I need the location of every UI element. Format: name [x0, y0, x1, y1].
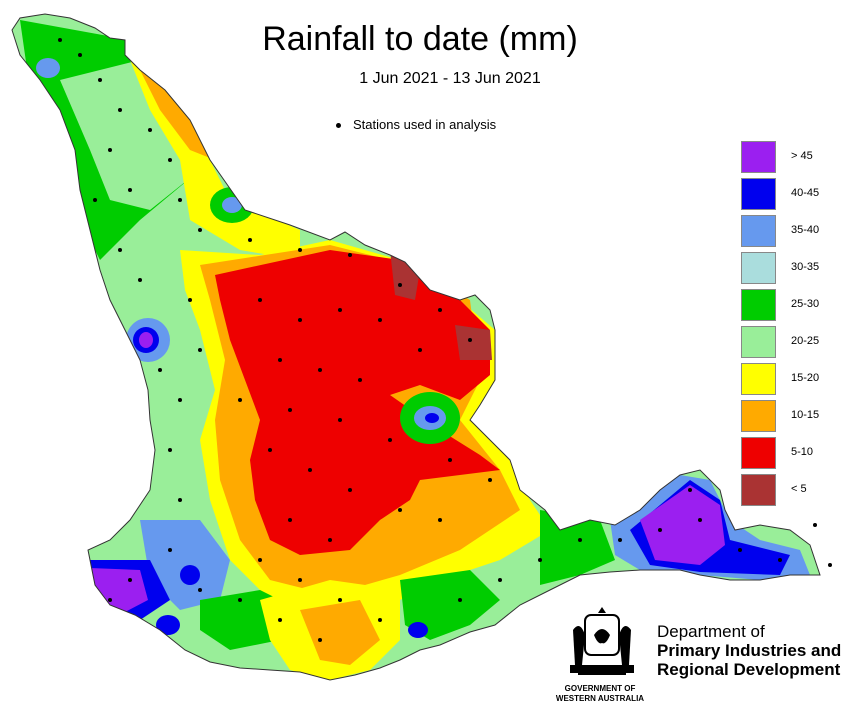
legend-swatch: [741, 252, 776, 284]
legend-label: 35-40: [791, 224, 820, 236]
government-label: GOVERNMENT OF WESTERN AUSTRALIA: [540, 684, 660, 704]
legend-label: > 45: [791, 150, 813, 162]
legend-label: 5-10: [791, 446, 814, 458]
wa-crest-icon: [570, 607, 634, 675]
legend-row: 20-25: [741, 325, 841, 362]
legend-row: 5-10: [741, 436, 841, 473]
government-line2: WESTERN AUSTRALIA: [555, 694, 645, 703]
legend-label: 30-35: [791, 261, 820, 273]
legend-swatch: [741, 326, 776, 358]
map-subtitle: 1 Jun 2021 - 13 Jun 2021: [359, 70, 541, 87]
station-legend: Stations used in analysis: [336, 117, 496, 132]
legend-swatch: [741, 289, 776, 321]
department-line2: Primary Industries and: [657, 641, 842, 660]
legend-label: 15-20: [791, 372, 820, 384]
department-line1: Department of: [657, 622, 765, 641]
department-label: Department of Primary Industries and Reg…: [657, 622, 841, 679]
legend-label: 25-30: [791, 298, 820, 310]
legend-swatch: [741, 178, 776, 210]
legend-row: 30-35: [741, 251, 841, 288]
government-line1: GOVERNMENT OF: [564, 684, 636, 693]
legend-row: > 45: [741, 140, 841, 177]
station-note-label: Stations used in analysis: [353, 117, 497, 132]
legend-row: 15-20: [741, 362, 841, 399]
legend-swatch: [741, 437, 776, 469]
legend-swatch: [741, 141, 776, 173]
legend-row: 40-45: [741, 177, 841, 214]
legend-row: 10-15: [741, 399, 841, 436]
legend-label: < 5: [791, 483, 807, 495]
legend-label: 10-15: [791, 409, 820, 421]
legend-swatch: [741, 215, 776, 247]
legend-row: 35-40: [741, 214, 841, 251]
legend-label: 40-45: [791, 187, 820, 199]
legend-label: 20-25: [791, 335, 820, 347]
legend-row: < 5: [741, 473, 841, 510]
legend-swatch: [741, 400, 776, 432]
department-line3: Regional Development: [657, 660, 841, 679]
legend-swatch: [741, 474, 776, 506]
rainfall-legend: > 45 40-45 35-40 30-35 25-30 20-25 15-20 10-15 5…: [741, 140, 841, 510]
legend-row: 25-30: [741, 288, 841, 325]
station-dot-icon: [336, 123, 341, 129]
map-title: Rainfall to date (mm): [262, 20, 578, 58]
legend-swatch: [741, 363, 776, 395]
